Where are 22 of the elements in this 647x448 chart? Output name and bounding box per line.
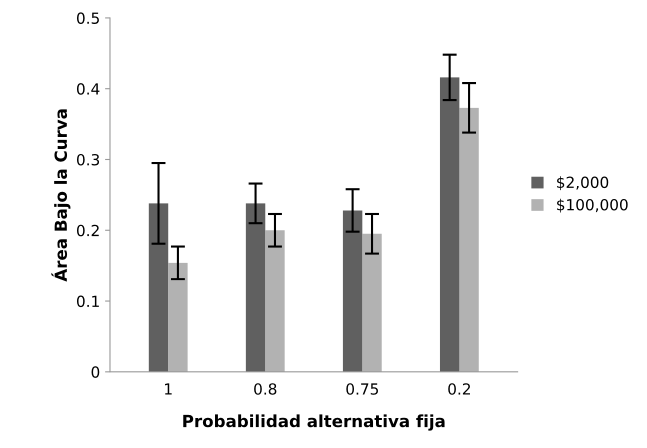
x-axis-title: Probabilidad alternativa fija	[183, 414, 445, 431]
y-tick-label: 0.2	[76, 224, 99, 236]
x-tick-label: 0.2	[448, 383, 470, 395]
bar	[265, 230, 285, 372]
legend-label: $100,000	[557, 198, 628, 213]
bar	[148, 203, 168, 372]
bar	[246, 203, 266, 372]
y-axis-title: Área Bajo la Curva	[51, 109, 70, 282]
y-tick-label: 0.3	[76, 154, 100, 166]
bar	[342, 210, 362, 372]
x-tick-label: 0.8	[254, 383, 276, 395]
bar	[168, 262, 188, 372]
y-tick-label: 0.4	[76, 83, 100, 95]
y-tick-label: 0.5	[76, 12, 99, 24]
bar	[362, 234, 382, 372]
bar	[440, 77, 460, 372]
x-tick-label: 1	[165, 383, 172, 395]
bar	[459, 108, 479, 372]
x-tick-label: 0.75	[346, 383, 378, 395]
legend-label: $2,000	[557, 176, 608, 190]
y-tick-label: 0	[92, 366, 100, 378]
y-tick-label: 0.1	[76, 296, 99, 308]
